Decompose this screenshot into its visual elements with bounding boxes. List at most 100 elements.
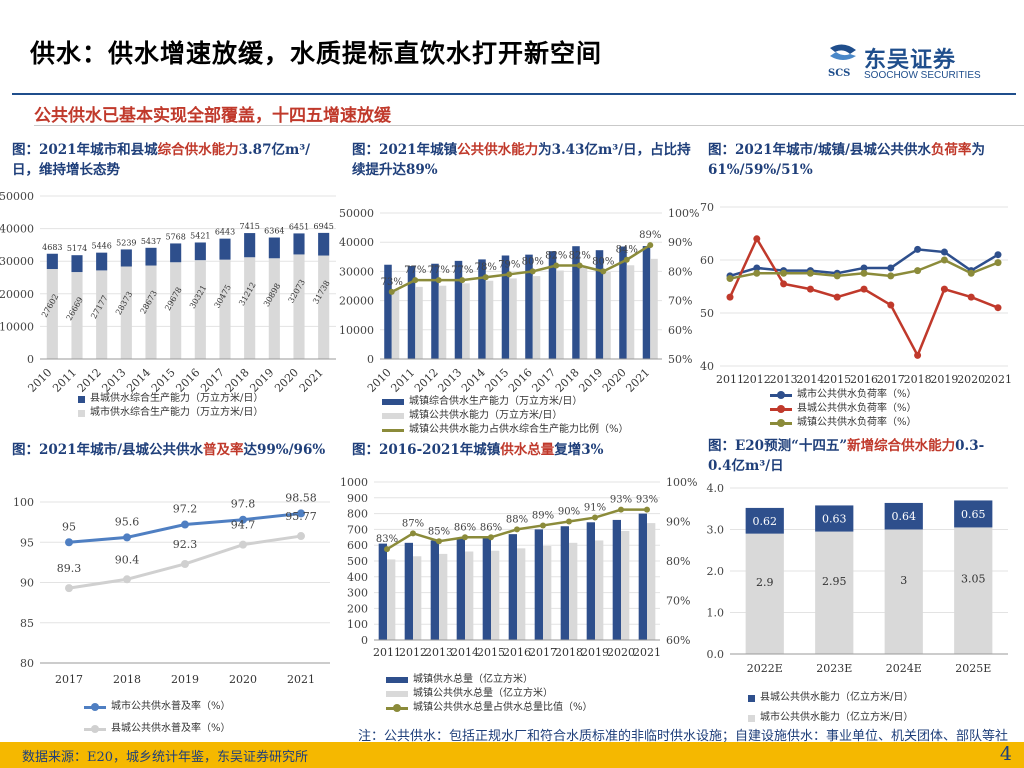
footer-bar: 数据来源：E20，城乡统计年鉴，东吴证券研究所 4 — [0, 742, 1024, 768]
chart2-bar-total — [478, 259, 486, 359]
chart2-bar-public — [532, 276, 541, 359]
chart2-bar-public — [626, 265, 635, 359]
chart3-tick-label: 40 — [700, 360, 714, 373]
chart1-data-label: 5437 — [141, 237, 161, 246]
chart3-point — [940, 248, 948, 256]
chart2-ratio-label: 80% — [592, 256, 614, 267]
chart5-bar-total — [404, 542, 413, 640]
section-subtitle: 公共供水已基本实现全部覆盖，十四五增速放缓 — [34, 106, 391, 126]
chart2-ratio-label: 89% — [639, 230, 661, 241]
chart3-point — [833, 269, 841, 277]
chart2-ratio-point — [459, 277, 466, 284]
chart1-bar-county — [293, 233, 305, 255]
chart4-point — [181, 520, 189, 529]
chart3-title: 图：2021年城市/城镇/县城公共供水负荷率为61%/59%/51% — [708, 142, 985, 178]
chart3-point — [726, 293, 734, 301]
chart2-ratio-label: 79% — [498, 259, 520, 270]
chart4-data-label: 89.3 — [57, 562, 82, 575]
chart4-data-label: 92.3 — [173, 538, 198, 551]
chart1-bar-county — [170, 243, 182, 263]
chart5-bar-public — [569, 542, 578, 640]
chart1-data-label: 28373 — [114, 290, 135, 317]
chart2-bar-total — [548, 251, 557, 359]
chart6-data-label: 2.95 — [822, 575, 847, 588]
chart1-data-label: 6945 — [313, 222, 333, 231]
chart2-ratio-point — [412, 277, 419, 284]
chart1-x-tick-label: 2010 — [25, 366, 54, 395]
chart6-bar-city — [745, 533, 784, 654]
chart5-bar-total — [560, 526, 569, 640]
chart2-ratio-label: 77% — [451, 265, 473, 276]
chart4-x-tick-label: 2021 — [287, 673, 315, 686]
chart3-point — [860, 269, 868, 277]
chart3-point — [887, 272, 895, 280]
chart5-ratio-label: 86% — [454, 522, 476, 533]
chart1-bar-county — [120, 249, 132, 267]
chart1-bar-city — [268, 258, 280, 359]
chart5-bar-total — [456, 538, 465, 640]
chart6-bar-city — [884, 529, 923, 654]
chart2-x-tick-label: 2020 — [600, 366, 629, 395]
chart2-ratio-point — [647, 242, 654, 249]
chart2-tick-label: 50000 — [339, 207, 374, 220]
chart5-ratio-label: 91% — [584, 503, 606, 514]
chart5-ratio-label: 83% — [376, 534, 398, 545]
chart3-x-tick-label: 2013 — [770, 373, 798, 386]
chart1-data-label: 6364 — [264, 227, 284, 236]
chart2-ratio-line — [391, 244, 651, 293]
chart1-data-label: 30321 — [188, 284, 209, 311]
chart4-tick-label: 100 — [13, 496, 34, 509]
legend-item: 县城供水综合生产能力（万立方米/日） — [78, 392, 263, 406]
chart5-tick-label: 500 — [347, 555, 368, 568]
chart3-tick-label: 60 — [700, 254, 714, 267]
chart1-x-tick-label: 2013 — [99, 366, 128, 395]
chart1-x-tick-label: 2021 — [297, 366, 326, 395]
chart6-x-tick-label: 2023E — [816, 662, 852, 675]
chart1-data-label: 6443 — [215, 228, 235, 237]
chart5-ratio-line — [386, 508, 647, 551]
chart5-y2-tick-label: 90% — [666, 516, 690, 529]
chart1-bar-county — [145, 247, 157, 266]
chart2-x-tick-label: 2015 — [482, 366, 511, 395]
chart2-bar-public — [556, 270, 564, 359]
chart5-bar-public — [517, 548, 526, 640]
chart3-point — [914, 245, 922, 253]
chart3-series-line — [729, 248, 999, 278]
chart5-ratio-point — [436, 538, 442, 545]
chart5-bar-total — [586, 522, 595, 640]
chart5-bar-total — [638, 513, 647, 640]
chart1-data-label: 30898 — [262, 282, 283, 309]
chart4-data-label: 95.77 — [285, 510, 317, 523]
chart1-data-label: 28673 — [139, 289, 160, 316]
chart3-tick-label: 70 — [700, 201, 714, 214]
chart4-x-tick-label: 2018 — [113, 673, 141, 686]
chart5-ratio-point — [644, 506, 650, 513]
chart3-series-line — [728, 236, 999, 359]
chart4-tick-label: 95 — [20, 536, 34, 549]
chart5-bar-public — [491, 550, 500, 640]
chart5-ratio-label: 93% — [610, 495, 632, 506]
chart4-x-tick-label: 2020 — [229, 673, 257, 686]
chart5-bar-total — [378, 543, 387, 640]
chart5-y2-tick-label: 70% — [666, 595, 690, 608]
chart1-data-label: 29678 — [163, 286, 184, 313]
chart1-title: 图：2021年城市和县城综合供水能力3.87亿m³/日，维持增长态势 — [12, 142, 311, 178]
legend-item: 城镇公共供水总量占供水总量比值（%） — [386, 701, 593, 715]
chart1-tick-label: 0 — [27, 353, 34, 366]
chart4-point — [297, 509, 305, 518]
chart1-data-label: 5174 — [67, 244, 87, 253]
chart3-point — [940, 256, 948, 264]
chart5-ratio-point — [410, 530, 416, 537]
chart1-data-label: 27177 — [89, 294, 110, 321]
legend-item: 县城公共供水负荷率（%） — [770, 402, 917, 416]
chart2-x-tick-label: 2016 — [506, 366, 535, 395]
chart2-ratio-point — [553, 262, 560, 269]
chart3-x-tick-label: 2016 — [850, 373, 878, 386]
chart5-ratio-point — [540, 522, 546, 529]
chart5-ratio-point — [514, 526, 520, 533]
chart3-point — [940, 285, 948, 293]
chart3-point — [806, 269, 814, 277]
chart5-tick-label: 200 — [347, 602, 368, 615]
chart2-legend: 城镇综合供水生产能力（万立方米/日） 城镇公共供水能力（万立方米/日） 城镇公共… — [382, 395, 629, 437]
chart2-bar-total — [454, 260, 463, 359]
